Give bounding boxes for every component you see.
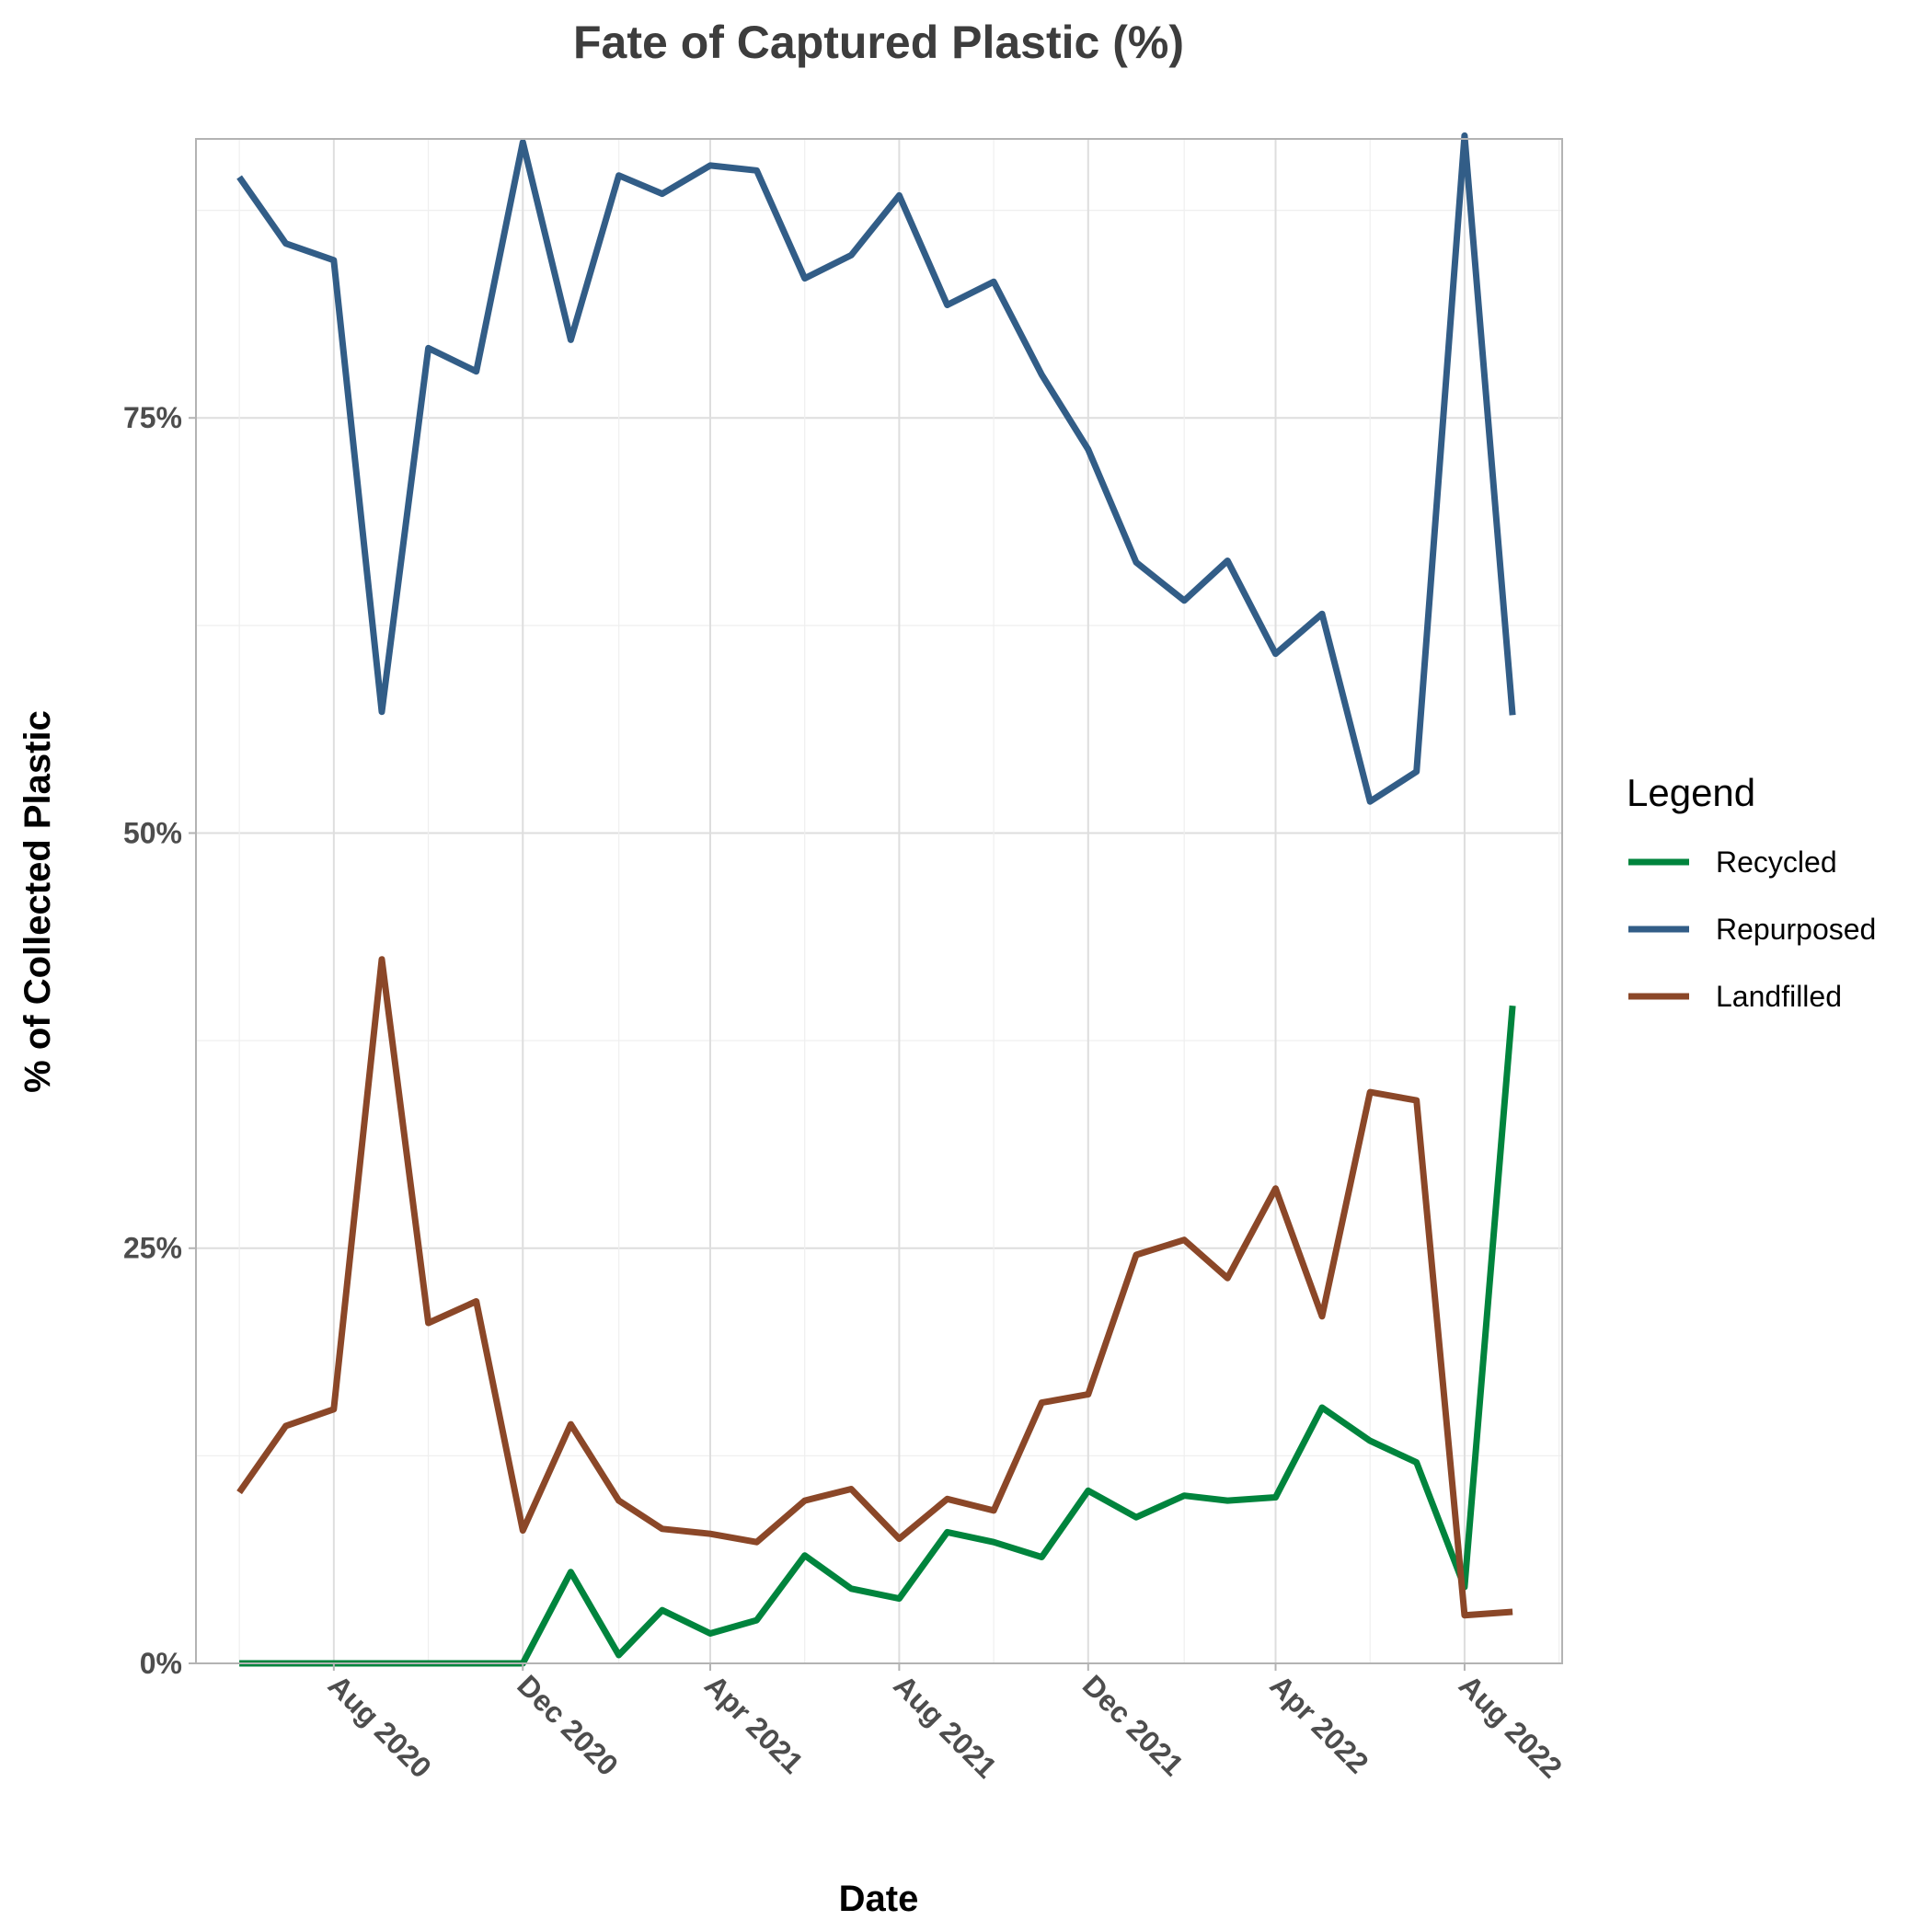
chart-title: Fate of Captured Plastic (%) [573,17,1184,68]
legend-label-landfilled: Landfilled [1716,980,1842,1013]
grid-lines [196,139,1562,1664]
y-axis-ticks: 0% 25% 50% 75% [123,401,196,1680]
y-tick-label: 25% [123,1232,182,1265]
plot-panel-border [195,138,1563,1664]
y-tick-label: 0% [140,1647,182,1680]
y-tick-label: 50% [123,816,182,849]
legend-title: Legend [1627,771,1755,814]
legend: Legend Recycled Repurposed Landfilled [1627,771,1876,1013]
y-axis-title: % of Collected Plastic [17,710,58,1093]
series-line-landfilled [236,956,1513,1619]
legend-label-repurposed: Repurposed [1716,913,1876,946]
series-line-repurposed [236,132,1516,805]
legend-label-recycled: Recycled [1716,845,1837,879]
x-axis-title: Date [839,1879,919,1919]
y-tick-label: 75% [123,401,182,434]
